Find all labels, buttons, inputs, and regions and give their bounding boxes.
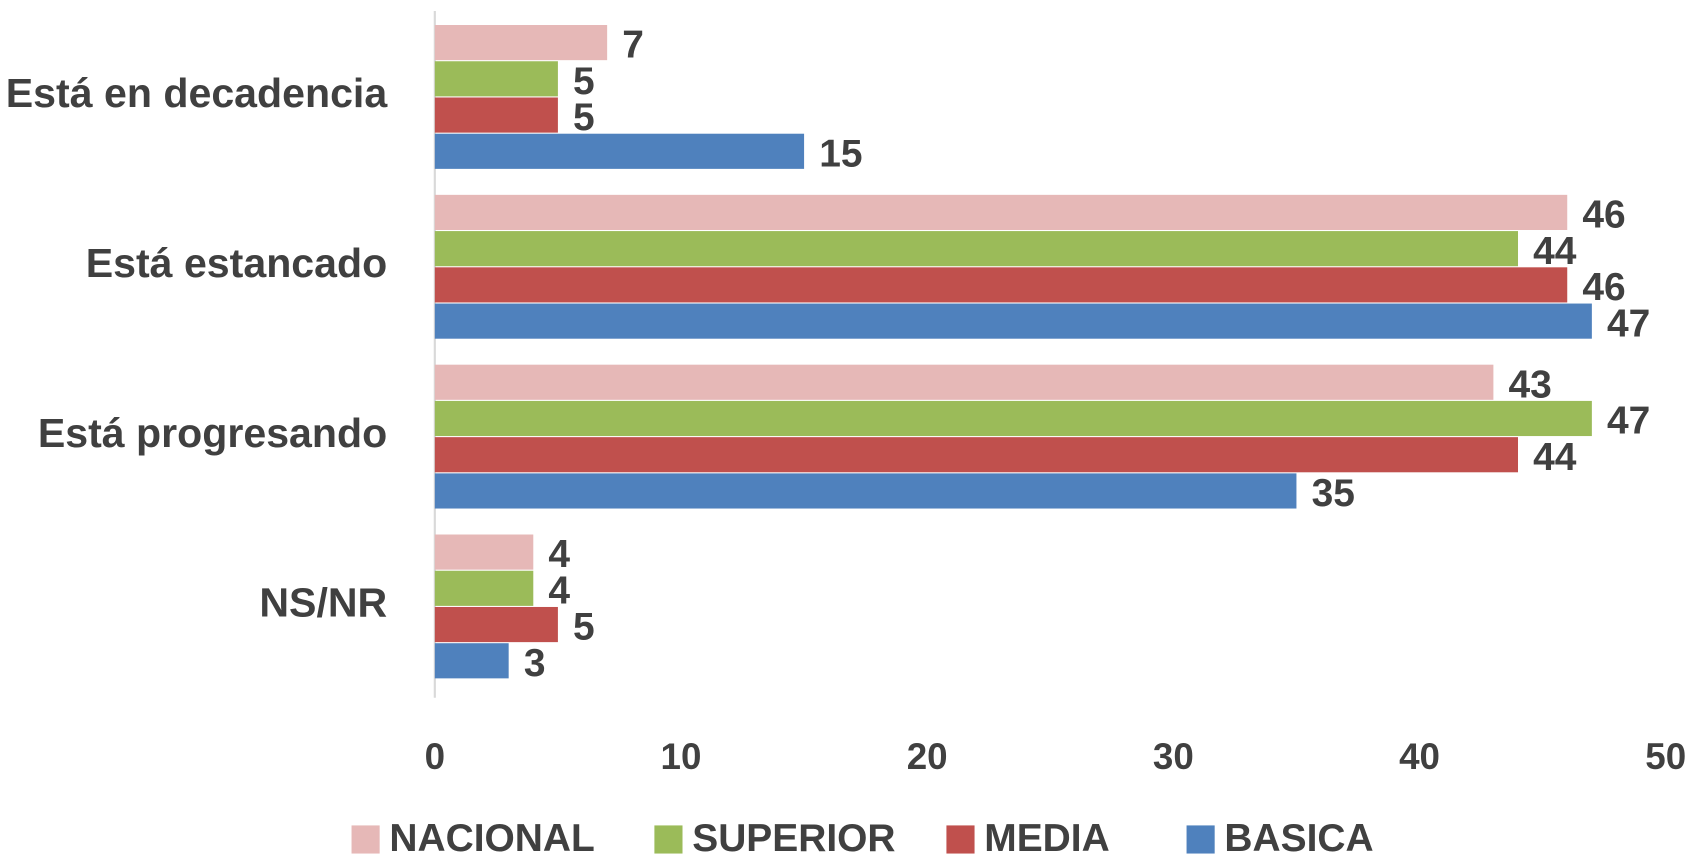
data-label: 44 [1533,230,1577,273]
bar [434,133,805,169]
x-tick-label: 30 [1153,736,1194,777]
bar [434,97,558,133]
x-tick-label: 20 [907,736,948,777]
data-label: 5 [573,606,595,649]
bar [434,643,509,679]
legend-swatch [946,825,975,854]
data-label: 5 [573,60,595,103]
x-tick-label: 10 [661,736,702,777]
data-label: 7 [622,24,644,67]
bar [434,231,1519,267]
x-tick-label: 50 [1645,736,1686,777]
data-label: 35 [1312,472,1355,515]
legend-swatch [1186,825,1215,854]
legend-swatch [654,825,683,854]
legend-label: BASICA [1224,817,1373,858]
bar [434,473,1297,509]
data-label: 4 [548,533,570,576]
data-label: 15 [819,132,862,175]
bar [434,534,534,570]
category-label: Está progresando [38,410,387,456]
bar [434,61,558,97]
x-tick-label: 0 [425,736,445,777]
category-label: NS/NR [259,580,387,626]
data-label: 44 [1533,436,1577,479]
data-label: 46 [1582,266,1625,309]
data-label: 46 [1582,194,1625,237]
bar [434,437,1519,473]
legend-label: NACIONAL [389,817,594,858]
data-label: 3 [524,642,546,685]
x-tick-label: 40 [1399,736,1440,777]
data-label: 4 [548,569,570,612]
data-label: 47 [1607,400,1650,443]
bar [434,606,558,643]
category-label: Está en decadencia [6,70,389,116]
category-label: Está estancado [86,240,387,286]
data-label: 5 [573,96,595,139]
legend-label: MEDIA [984,817,1109,858]
bar [434,194,1568,230]
bar [434,267,1568,303]
bar [434,400,1592,437]
legend-label: SUPERIOR [692,817,895,858]
data-label: 43 [1509,363,1552,406]
data-label: 47 [1607,302,1650,345]
bar [434,25,608,61]
bar [434,303,1592,339]
bar [434,364,1494,400]
legend-swatch [351,825,380,854]
bar [434,570,534,606]
